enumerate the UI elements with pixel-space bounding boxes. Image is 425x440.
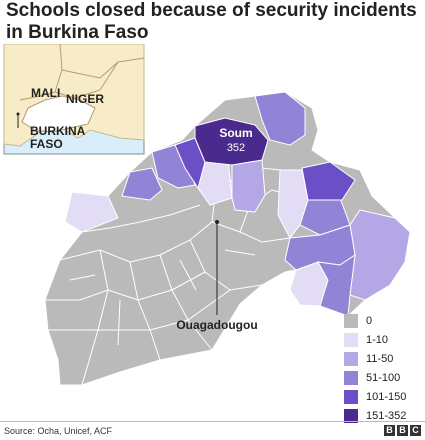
region-51-100-south-east <box>317 253 356 317</box>
bbc-logo: B B C <box>382 425 421 436</box>
legend-item: 0 <box>344 312 424 330</box>
inset-pointer-dot <box>16 112 20 116</box>
capital-dot <box>215 220 219 224</box>
soum-name-label: Soum <box>219 126 252 140</box>
region-51-100-north-east <box>254 91 306 146</box>
legend-item: 101-150 <box>344 388 424 406</box>
soum-value-label: 352 <box>227 142 245 154</box>
inset-locator-map: MALI NIGER BURKINA FASO <box>3 44 145 155</box>
legend-label: 51-100 <box>366 372 401 384</box>
footer-divider <box>0 421 425 422</box>
legend-label: 151-352 <box>366 410 407 422</box>
region-1-10-west <box>64 191 119 233</box>
legend-item: 1-10 <box>344 331 424 349</box>
region-11-50-center <box>231 159 266 213</box>
bbc-logo-letter: C <box>410 425 421 436</box>
legend-label: 0 <box>366 315 373 327</box>
region-51-100-north-west-b <box>121 167 163 201</box>
legend-swatch <box>344 352 358 366</box>
region-101-150-east <box>301 161 356 201</box>
legend-swatch <box>344 409 358 423</box>
legend-swatch <box>344 371 358 385</box>
bbc-logo-letter: B <box>397 425 408 436</box>
source-note: Source: Ocha, Unicef, ACF <box>4 426 113 436</box>
region-101-150-north <box>174 137 206 190</box>
capital-label: Ouagadougou <box>176 318 257 332</box>
legend-label: 11-50 <box>366 353 394 365</box>
inset-label-mali: MALI <box>31 86 60 100</box>
bbc-logo-letter: B <box>384 425 395 436</box>
region-soum <box>194 117 269 166</box>
legend-swatch <box>344 333 358 347</box>
region-11-50-east <box>349 209 411 301</box>
legend-item: 11-50 <box>344 350 424 368</box>
legend-label: 101-150 <box>366 391 407 403</box>
chart-title: Schools closed because of security incid… <box>6 0 417 43</box>
legend: 0 1-10 11-50 51-100 101-150 151-352 <box>344 312 424 426</box>
legend-item: 151-352 <box>344 407 424 425</box>
burkina-faso-map: Soum 352 Ouagadougou MALI NIGER BURKINA … <box>3 44 411 386</box>
legend-swatch <box>344 390 358 404</box>
inset-burkina-highlight <box>21 95 96 133</box>
inset-label-niger: NIGER <box>66 92 104 106</box>
legend-item: 51-100 <box>344 369 424 387</box>
inset-label-faso: FASO <box>30 137 63 151</box>
inset-borders <box>19 44 145 101</box>
inset-label-burkina: BURKINA <box>30 124 86 138</box>
legend-swatch <box>344 314 358 328</box>
legend-label: 1-10 <box>366 334 389 346</box>
